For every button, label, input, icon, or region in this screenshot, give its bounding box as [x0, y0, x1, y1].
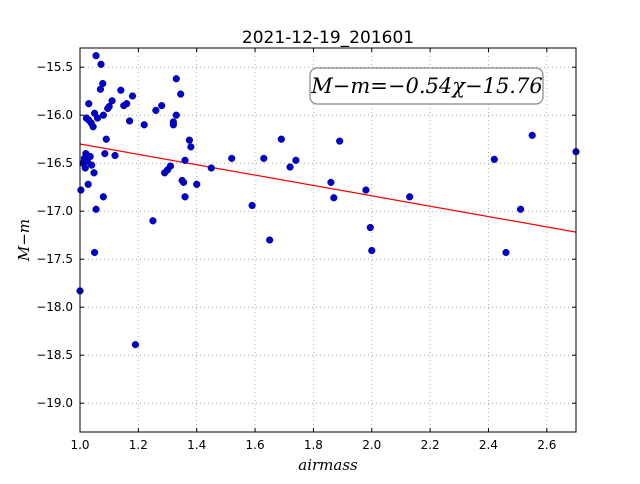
- data-point: [362, 186, 370, 194]
- data-point: [187, 143, 195, 151]
- fit-equation-text: M−m=−0.54χ−15.76: [310, 74, 542, 98]
- data-point: [93, 114, 102, 122]
- data-point: [248, 201, 256, 210]
- y-tick-label: −16.0: [36, 108, 73, 122]
- fit-line: [79, 143, 577, 233]
- y-tick-label: −19.0: [36, 396, 73, 410]
- data-point: [172, 111, 180, 119]
- data-point: [172, 75, 180, 83]
- data-point: [123, 100, 131, 108]
- data-point: [260, 154, 268, 163]
- data-point: [92, 205, 100, 213]
- y-tick-label: −15.5: [36, 60, 73, 74]
- data-point: [193, 180, 201, 188]
- data-point: [368, 246, 376, 255]
- data-point: [88, 161, 96, 169]
- x-tick-label: 2.2: [421, 438, 440, 452]
- chart-title: 2021-12-19_201601: [242, 28, 414, 48]
- y-tick-label: −17.0: [36, 204, 73, 218]
- x-tick-label: 1.6: [246, 438, 265, 452]
- y-axis-label: M−m: [15, 219, 33, 262]
- data-point: [490, 155, 498, 163]
- y-tick-label: −17.5: [36, 252, 73, 266]
- data-point: [292, 156, 300, 164]
- data-point: [166, 162, 175, 170]
- data-point: [84, 180, 92, 188]
- data-point: [366, 223, 374, 232]
- x-tick-label: 1.2: [129, 438, 148, 452]
- data-point: [330, 194, 338, 202]
- data-point: [169, 121, 177, 129]
- data-point: [528, 131, 536, 139]
- data-point: [149, 217, 157, 225]
- data-point: [158, 101, 166, 110]
- data-point: [99, 193, 107, 201]
- data-point: [152, 106, 160, 115]
- x-tick-label: 2.0: [362, 438, 381, 452]
- data-point: [286, 163, 294, 171]
- data-point: [81, 164, 89, 172]
- data-point: [140, 121, 148, 129]
- data-point: [406, 193, 414, 201]
- data-point: [131, 341, 140, 349]
- data-point: [179, 178, 188, 187]
- data-point: [117, 86, 125, 94]
- data-point: [99, 111, 107, 119]
- data-point: [516, 205, 525, 213]
- y-tick-label: −18.0: [36, 300, 73, 314]
- data-point: [277, 135, 285, 143]
- data-point: [111, 151, 119, 160]
- y-axis: −15.5 −16.0 −16.5 −17.0 −17.5 −18.0 −18.5 −19.0: [36, 60, 576, 410]
- data-point: [102, 135, 110, 143]
- plot-area: [76, 47, 580, 433]
- data-point: [181, 193, 189, 201]
- x-tick-label: 2.6: [537, 438, 556, 452]
- data-point: [128, 92, 137, 100]
- data-point: [177, 90, 185, 98]
- data-point: [90, 169, 98, 177]
- data-point: [99, 79, 107, 88]
- data-point: [92, 52, 100, 60]
- data-point: [126, 117, 134, 125]
- data-point: [89, 123, 97, 131]
- data-point: [185, 136, 194, 144]
- x-tick-label: 1.4: [187, 438, 206, 452]
- fit-equation-box: M−m=−0.54χ−15.76: [309, 67, 544, 105]
- x-tick-label: 1.8: [304, 438, 323, 452]
- data-point: [207, 164, 215, 172]
- data-point: [181, 156, 189, 164]
- data-point: [108, 97, 116, 105]
- data-point: [101, 150, 109, 158]
- plot-frame: [79, 47, 577, 433]
- data-point: [77, 186, 85, 194]
- data-point: [86, 152, 94, 161]
- data-point: [228, 154, 236, 163]
- data-point: [97, 60, 105, 68]
- fit-equation-frame: [309, 67, 544, 105]
- data-point: [336, 137, 344, 145]
- x-axis: 1.0 1.2 1.4 1.6 1.8 2.0 2.2 2.4 2.6: [70, 48, 556, 452]
- y-tick-label: −16.5: [36, 156, 73, 170]
- data-point: [327, 178, 335, 187]
- x-axis-label: airmass: [298, 456, 358, 474]
- x-tick-label: 1.0: [70, 438, 89, 452]
- y-tick-label: −18.5: [36, 348, 73, 362]
- data-point: [90, 248, 99, 257]
- data-point: [266, 236, 274, 244]
- x-tick-label: 2.4: [479, 438, 498, 452]
- data-point: [502, 248, 510, 257]
- data-point: [85, 100, 93, 108]
- data-point: [105, 102, 113, 111]
